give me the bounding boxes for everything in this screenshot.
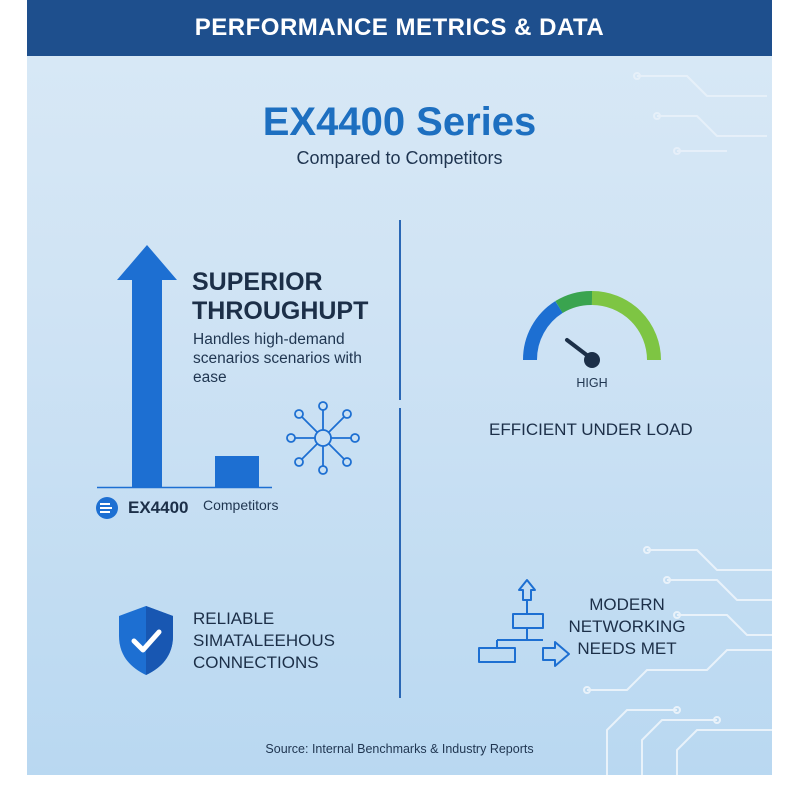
reliable-connections-text: RELIABLE SIMATALEEHOUS CONNECTIONS: [193, 609, 336, 672]
flowchart-icon: [478, 579, 570, 667]
vertical-divider: [399, 220, 401, 400]
throughput-chart: [97, 245, 272, 489]
competitors-bar-label: Competitors: [203, 497, 279, 513]
gauge-label: HIGH: [576, 376, 608, 390]
modern-networking-text: MODERN NETWORKING NEEDS MET: [568, 595, 686, 658]
gauge-caption: EFFICIENT UNDER LOAD: [489, 420, 693, 439]
competitors-bar: [215, 456, 259, 487]
source-note: Source: Internal Benchmarks & Industry R…: [265, 742, 534, 756]
circuit-decoration-icon: [583, 546, 772, 775]
header-title: PERFORMANCE METRICS & DATA: [194, 14, 605, 41]
shield-check-icon: [119, 606, 173, 675]
circuit-decoration-icon: [633, 72, 767, 155]
vertical-divider: [399, 408, 401, 698]
throughput-description: Handles high-demand scenarios scenarios …: [193, 331, 362, 386]
ex4400-logo-icon: [96, 497, 118, 519]
header-bar: PERFORMANCE METRICS & DATA: [27, 0, 772, 56]
series-subtitle: Compared to Competitors: [296, 148, 503, 168]
ex4400-bar-label: EX4400: [128, 498, 189, 517]
throughput-heading: SUPERIOR THROUGHUPT: [192, 268, 369, 325]
gauge-icon: [522, 291, 661, 368]
infographic-panel: PERFORMANCE METRICS & DATA EX4400 Series…: [27, 0, 772, 775]
series-title: EX4400 Series: [262, 100, 537, 144]
ex4400-bar: [117, 245, 177, 487]
network-hub-icon: [286, 401, 360, 475]
